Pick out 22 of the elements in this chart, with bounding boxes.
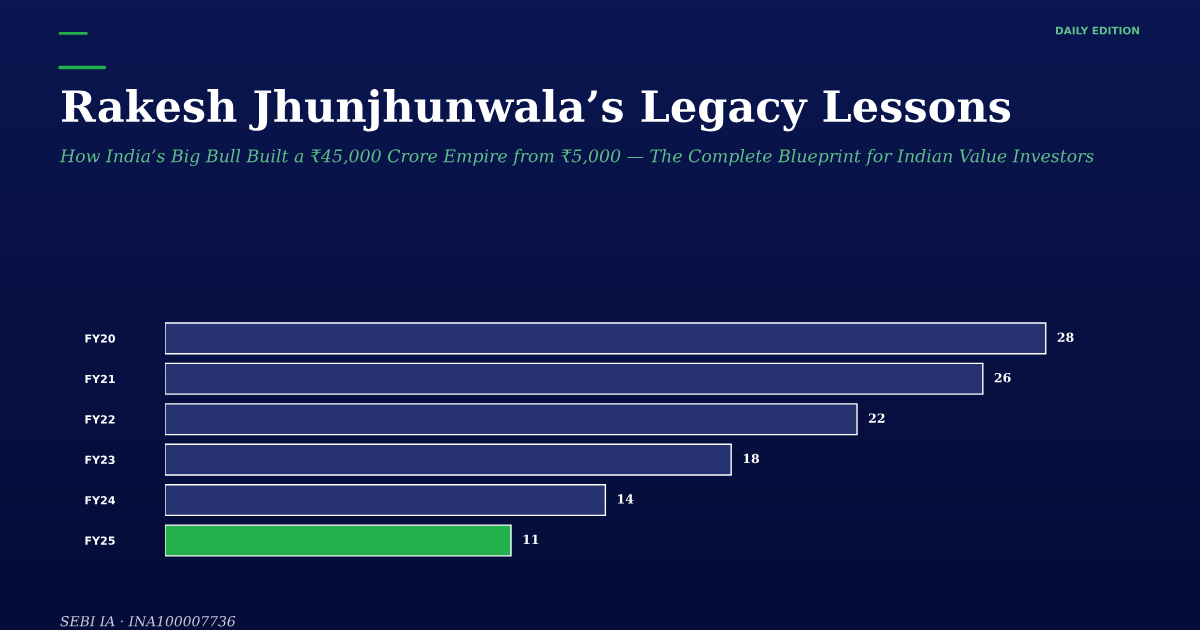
bar	[165, 524, 512, 557]
y-tick-label: FY21	[85, 374, 115, 384]
data-label: 14	[618, 494, 634, 504]
text: DAILY EDITION	[1056, 26, 1140, 35]
text: SEBI IA · INA100007736	[60, 615, 236, 627]
data-label: 11	[523, 534, 539, 544]
y-tick-label: FY25	[85, 536, 115, 545]
y-tick-label: FY24	[85, 496, 116, 505]
chart-title: Rakesh Jhunjhunwala’s Legacy Lessons	[62, 89, 1011, 132]
bar	[165, 362, 984, 395]
bar	[165, 322, 1047, 355]
bar	[165, 443, 732, 476]
y-tick-label: FY22	[85, 415, 115, 424]
y-tick-label: FY23	[85, 455, 115, 465]
bar	[165, 484, 607, 517]
data-label: 28	[1057, 332, 1074, 342]
chart-subtitle: How India’s Big Bull Built a ₹45,000 Crore Empire from ₹5,000 — The Complete Blueprint for Indian Value Investors	[59, 148, 1094, 167]
data-label: 18	[743, 453, 760, 464]
y-tick-label: FY20	[85, 334, 116, 343]
data-label: 26	[994, 372, 1011, 383]
data-label: 22	[868, 413, 885, 423]
bar	[165, 403, 858, 436]
